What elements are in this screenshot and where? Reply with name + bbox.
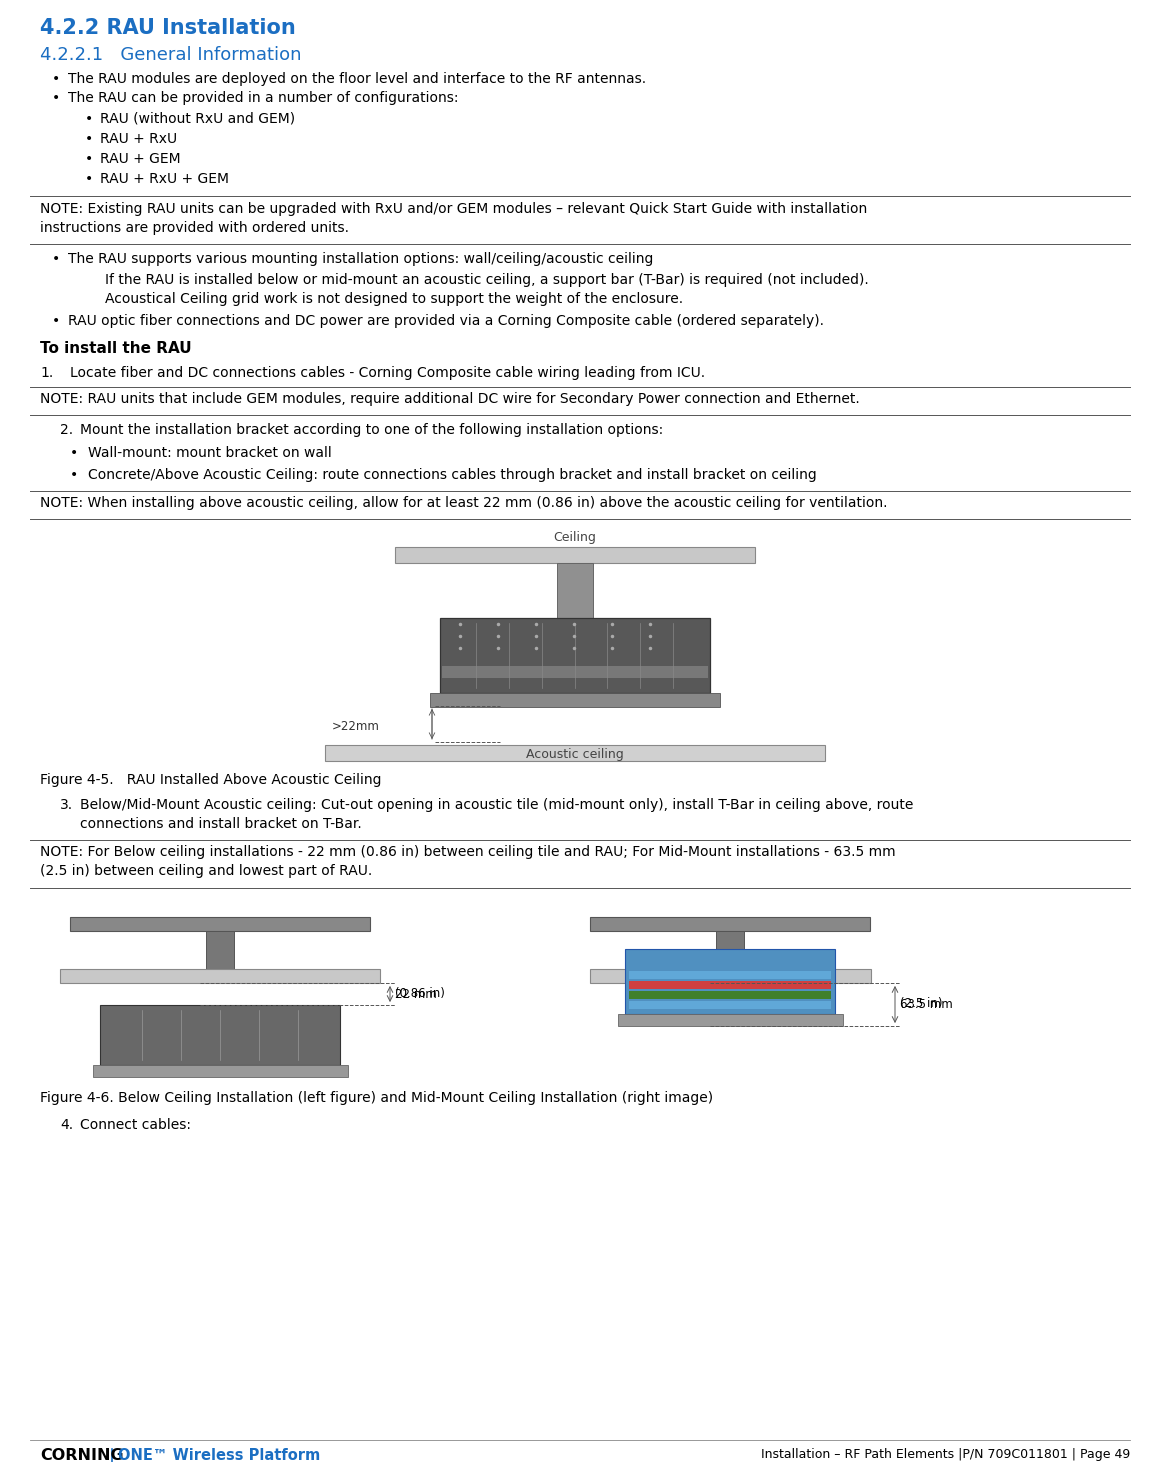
Text: Locate fiber and DC connections cables - Corning Composite cable wiring leading : Locate fiber and DC connections cables -… [70,366,705,380]
Text: RAU + GEM: RAU + GEM [100,152,181,167]
Text: •: • [85,152,93,167]
Text: CORNING: CORNING [39,1447,124,1462]
Bar [430,693,720,708]
Text: •: • [52,91,60,105]
Bar [206,931,234,969]
Bar [716,931,744,969]
Text: The RAU can be provided in a number of configurations:: The RAU can be provided in a number of c… [68,91,458,105]
Bar [325,746,825,762]
Text: NOTE: When installing above acoustic ceiling, allow for at least 22 mm (0.86 in): NOTE: When installing above acoustic cei… [39,496,887,510]
Text: 4.2.2 RAU Installation: 4.2.2 RAU Installation [39,18,296,38]
Text: instructions are provided with ordered units.: instructions are provided with ordered u… [39,221,349,235]
Bar [100,1004,340,1064]
Text: Acoustic ceiling: Acoustic ceiling [527,749,624,762]
Text: 3.: 3. [60,798,73,811]
Text: RAU + RxU + GEM: RAU + RxU + GEM [100,173,229,186]
Text: >22mm: >22mm [332,719,380,732]
Bar [625,949,835,1015]
Text: 63.5 mm: 63.5 mm [900,999,952,1012]
Bar [590,969,702,982]
Text: Mount the installation bracket according to one of the following installation op: Mount the installation bracket according… [80,423,664,437]
Bar [590,917,870,931]
Text: Figure 4-6. Below Ceiling Installation (left figure) and Mid-Mount Ceiling Insta: Figure 4-6. Below Ceiling Installation (… [39,1091,713,1105]
Text: (2.5 in): (2.5 in) [900,997,942,1010]
Text: RAU (without RxU and GEM): RAU (without RxU and GEM) [100,113,295,126]
Bar [93,1064,348,1077]
Text: Below/Mid-Mount Acoustic ceiling: Cut-out opening in acoustic tile (mid-mount on: Below/Mid-Mount Acoustic ceiling: Cut-ou… [80,798,913,811]
Text: The RAU supports various mounting installation options: wall/ceiling/acoustic ce: The RAU supports various mounting instal… [68,251,653,266]
Text: NOTE: RAU units that include GEM modules, require additional DC wire for Seconda: NOTE: RAU units that include GEM modules… [39,392,860,406]
Bar [629,1001,831,1009]
Text: The RAU modules are deployed on the floor level and interface to the RF antennas: The RAU modules are deployed on the floo… [68,72,646,86]
Text: Installation – RF Path Elements |P/N 709C011801 | Page 49: Installation – RF Path Elements |P/N 709… [761,1447,1130,1461]
Text: ONE™ Wireless Platform: ONE™ Wireless Platform [118,1447,320,1462]
Bar [70,917,370,931]
Text: 2.: 2. [60,423,73,437]
Text: •: • [85,173,93,186]
Text: (0.86 in): (0.86 in) [396,987,445,1000]
Bar [759,969,871,982]
Text: 4.: 4. [60,1118,73,1132]
Bar [629,991,831,999]
Text: Wall-mount: mount bracket on wall: Wall-mount: mount bracket on wall [88,446,332,461]
Text: •: • [85,132,93,146]
Text: Ceiling: Ceiling [553,531,596,544]
Bar [557,563,593,618]
Bar [629,971,831,980]
Text: connections and install bracket on T-Bar.: connections and install bracket on T-Bar… [80,817,362,830]
Text: Connect cables:: Connect cables: [80,1118,191,1132]
Bar [629,981,831,988]
Text: •: • [70,468,78,482]
Text: 1.: 1. [39,366,53,380]
Bar [60,969,380,982]
Text: 4.2.2.1   General Information: 4.2.2.1 General Information [39,45,302,64]
Text: 22 mm: 22 mm [396,988,437,1001]
Text: •: • [70,446,78,461]
Text: (2.5 in) between ceiling and lowest part of RAU.: (2.5 in) between ceiling and lowest part… [39,864,372,879]
Text: NOTE: For Below ceiling installations - 22 mm (0.86 in) between ceiling tile and: NOTE: For Below ceiling installations - … [39,845,896,860]
Bar [440,618,710,693]
Text: If the RAU is installed below or mid-mount an acoustic ceiling, a support bar (T: If the RAU is installed below or mid-mou… [106,273,869,287]
Bar [396,547,755,563]
Text: RAU + RxU: RAU + RxU [100,132,177,146]
Text: •: • [52,251,60,266]
Text: •: • [52,314,60,327]
Text: Concrete/Above Acoustic Ceiling: route connections cables through bracket and in: Concrete/Above Acoustic Ceiling: route c… [88,468,817,482]
Text: RAU optic fiber connections and DC power are provided via a Corning Composite ca: RAU optic fiber connections and DC power… [68,314,824,327]
Bar [442,667,708,678]
Text: Acoustical Ceiling grid work is not designed to support the weight of the enclos: Acoustical Ceiling grid work is not desi… [106,292,683,306]
Text: •: • [85,113,93,126]
Bar [618,1015,843,1026]
Text: To install the RAU: To install the RAU [39,341,191,357]
Text: Figure 4-5.   RAU Installed Above Acoustic Ceiling: Figure 4-5. RAU Installed Above Acoustic… [39,773,382,787]
Text: NOTE: Existing RAU units can be upgraded with RxU and/or GEM modules – relevant : NOTE: Existing RAU units can be upgraded… [39,202,868,216]
Text: •: • [52,72,60,86]
